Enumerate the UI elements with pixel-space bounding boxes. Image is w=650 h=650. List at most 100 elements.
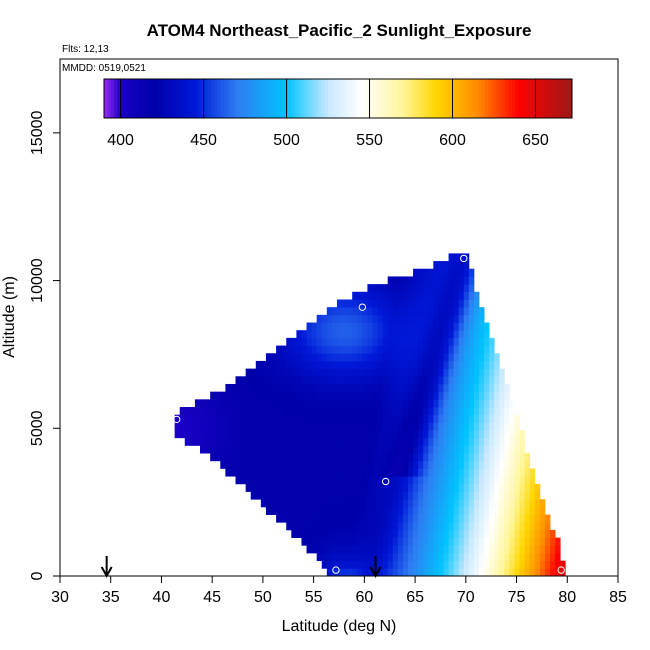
colorbar-segment — [154, 79, 158, 118]
heat-cell — [479, 414, 485, 423]
colorbar-segment — [364, 79, 369, 118]
heat-cell — [550, 560, 556, 569]
heat-cell — [286, 337, 292, 346]
heat-cell — [296, 407, 302, 416]
colorbar-segment — [301, 79, 306, 118]
heat-cell — [387, 445, 394, 454]
heat-cell — [321, 376, 328, 385]
heat-cell — [367, 430, 373, 439]
heat-cell — [342, 353, 348, 362]
heat-cell — [428, 322, 434, 331]
heat-cell — [514, 491, 520, 500]
flight-markers — [172, 254, 565, 574]
heat-cell — [326, 483, 333, 492]
heat-cell — [458, 453, 465, 462]
colorbar-segment — [558, 79, 563, 118]
heat-cell — [479, 506, 485, 515]
heat-cell — [489, 391, 495, 400]
heat-cell — [484, 491, 490, 500]
heat-cell — [443, 514, 449, 523]
heat-cell — [423, 560, 429, 569]
heat-cell — [301, 453, 307, 462]
heat-cell — [402, 399, 409, 408]
heat-cell — [524, 468, 531, 477]
colorbar-segment — [511, 79, 516, 118]
heat-cell — [301, 460, 307, 469]
heat-cell — [306, 483, 312, 492]
heat-cell — [509, 568, 515, 577]
heat-cell — [296, 422, 302, 431]
heat-cell — [265, 476, 272, 485]
heat-cell — [392, 568, 399, 577]
heat-cell — [250, 391, 257, 400]
colorbar-segment — [227, 79, 232, 118]
heat-cell — [255, 483, 262, 492]
heat-cell — [291, 414, 297, 423]
heat-cell — [494, 491, 500, 500]
heat-cell — [296, 476, 302, 485]
heat-cell — [326, 468, 333, 477]
heat-cell — [529, 545, 536, 554]
heat-cell — [509, 414, 515, 423]
heat-cell — [276, 437, 282, 446]
heat-cell — [453, 368, 460, 377]
heat-cell — [473, 337, 480, 346]
heat-cell — [255, 476, 262, 485]
colorbar-segment — [297, 79, 302, 118]
heat-cell — [423, 437, 429, 446]
heat-cell — [453, 545, 460, 554]
heat-cell — [458, 514, 465, 523]
heat-cell — [245, 368, 252, 377]
heat-cell — [306, 407, 312, 416]
heat-cell — [499, 391, 505, 400]
heat-cell — [453, 422, 460, 431]
heat-cell — [423, 330, 429, 339]
heat-cell — [311, 476, 318, 485]
heat-cell — [443, 552, 449, 562]
heat-cell — [250, 399, 257, 408]
heat-cell — [392, 299, 399, 308]
heat-cell — [321, 545, 328, 554]
heat-cell — [331, 560, 338, 569]
heat-cell — [382, 529, 389, 538]
colorbar-segment — [408, 79, 413, 118]
heat-cell — [514, 437, 520, 446]
heat-cell — [484, 330, 490, 339]
heat-cell — [387, 545, 394, 554]
heat-cell — [499, 399, 505, 408]
heat-cell — [463, 284, 470, 293]
heat-cell — [448, 291, 455, 300]
heat-cell — [473, 430, 480, 439]
heat-cell — [418, 337, 424, 346]
heat-cell — [240, 399, 247, 408]
heat-cell — [255, 430, 262, 439]
heat-cell — [382, 552, 389, 562]
colorbar-segment — [441, 79, 446, 118]
heat-cell — [210, 437, 216, 446]
heat-cell — [504, 476, 510, 485]
heat-cell — [428, 284, 434, 293]
heat-cell — [423, 360, 429, 370]
heat-cell — [550, 537, 556, 546]
heat-cell — [428, 499, 434, 508]
heat-cell — [387, 499, 394, 508]
heat-cell — [433, 522, 439, 531]
heat-cell — [316, 468, 323, 477]
heat-cell — [271, 360, 277, 370]
heat-cell — [200, 430, 206, 439]
heat-cell — [331, 476, 338, 485]
heat-cell — [494, 499, 500, 508]
heat-cell — [484, 545, 490, 554]
heat-cell — [489, 353, 495, 362]
heat-cell — [336, 491, 343, 500]
heat-cell — [210, 399, 216, 408]
heat-cell — [392, 491, 399, 500]
heat-cell — [438, 322, 444, 331]
heat-cell — [311, 491, 318, 500]
colorbar-segment — [428, 79, 433, 118]
heat-cell — [473, 391, 480, 400]
heat-cell — [316, 314, 323, 323]
heat-cell — [382, 537, 389, 546]
heat-cell — [392, 460, 399, 469]
heat-cell — [326, 345, 333, 354]
